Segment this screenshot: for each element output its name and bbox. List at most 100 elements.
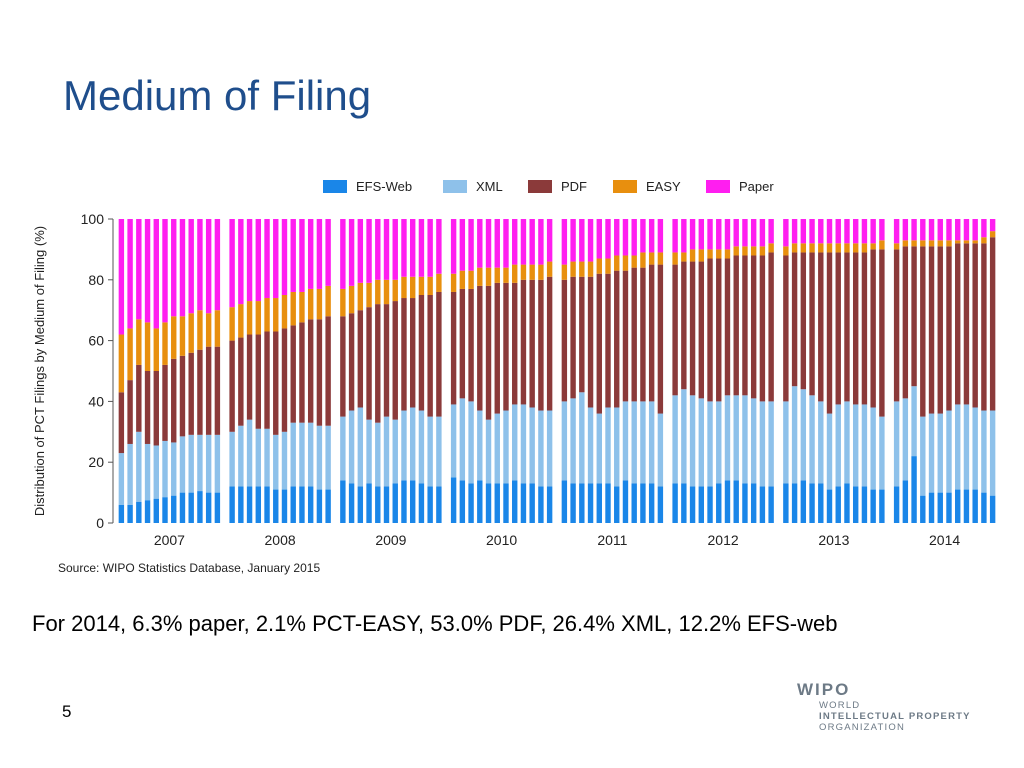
bar-segment-efs-web (579, 483, 585, 523)
bar-segment-paper (826, 219, 833, 244)
bar-segment-pdf (561, 279, 568, 402)
bar-segment-pdf (596, 273, 602, 414)
bar-segment-efs-web (392, 483, 398, 523)
bar-segment-pdf (893, 249, 900, 402)
bar-segment-efs-web (459, 480, 466, 523)
bar-segment-xml (605, 407, 611, 484)
y-tick-label: 80 (88, 272, 104, 288)
bar-segment-xml (893, 401, 900, 487)
bar-segment-efs-web (281, 489, 288, 523)
y-tick-label: 0 (96, 515, 104, 531)
bar-segment-paper (503, 219, 509, 268)
bar-segment-paper (450, 219, 457, 274)
bar-segment-pdf (118, 392, 125, 454)
bar-segment-pdf (724, 258, 731, 396)
bar-segment-paper (144, 219, 151, 323)
bar-segment-easy (307, 288, 314, 320)
bar-segment-pdf (214, 346, 221, 435)
bar-segment-easy (742, 246, 748, 256)
bar-segment-xml (512, 404, 518, 481)
bar-segment-xml (707, 401, 713, 487)
bar-segment-paper (325, 219, 331, 286)
bar-segment-paper (136, 219, 142, 320)
bar-segment-paper (418, 219, 425, 277)
bar-segment-easy (503, 267, 509, 283)
bar-segment-efs-web (427, 486, 433, 523)
bar-segment-easy (529, 264, 535, 280)
bar-segment-xml (316, 425, 323, 490)
bar-segment-pdf (273, 331, 279, 435)
bar-segment-efs-web (783, 483, 789, 523)
bar-segment-pdf (427, 295, 433, 417)
bar-segment-xml (587, 407, 594, 484)
bar-segment-paper (538, 219, 544, 265)
bar-segment-efs-web (299, 486, 305, 523)
bar-segment-pdf (861, 252, 868, 405)
bar-segment-pdf (281, 328, 288, 432)
bar-segment-efs-web (450, 477, 457, 523)
bar-segment-efs-web (561, 480, 568, 523)
bar-segment-easy (759, 246, 766, 256)
bar-segment-xml (742, 395, 748, 484)
bar-segment-easy (707, 249, 713, 259)
bar-segment-pdf (299, 322, 305, 423)
bar-segment-xml (844, 401, 850, 484)
bar-segment-efs-web (587, 483, 594, 523)
bar-segment-pdf (529, 279, 535, 408)
bar-segment-pdf (375, 304, 381, 423)
bar-segment-efs-web (631, 483, 637, 523)
bar-segment-xml (640, 401, 646, 484)
bar-segment-xml (698, 398, 705, 487)
bar-segment-pdf (716, 258, 722, 402)
bar-segment-efs-web (307, 486, 314, 523)
bar-segment-paper (657, 219, 664, 253)
bar-segment-efs-web (648, 483, 655, 523)
x-tick-label: 2007 (154, 532, 185, 548)
bar-segment-efs-web (357, 486, 364, 523)
bar-segment-easy (127, 328, 133, 381)
x-tick-label: 2008 (265, 532, 296, 548)
bar-segment-pdf (879, 249, 885, 417)
bar-segment-paper (928, 219, 935, 241)
legend-swatch-paper (706, 180, 730, 193)
bar-segment-efs-web (681, 483, 687, 523)
bar-segment-easy (672, 252, 678, 265)
bar-segment-paper (299, 219, 305, 292)
bar-segment-paper (340, 219, 346, 289)
bar-segment-efs-web (879, 489, 885, 523)
y-axis-label: Distribution of PCT Filings by Medium of… (32, 226, 47, 516)
bar-segment-paper (672, 219, 678, 253)
bar-segment-easy (238, 304, 244, 338)
bar-segment-paper (587, 219, 594, 262)
bar-segment-efs-web (911, 456, 917, 523)
bar-segment-efs-web (179, 492, 186, 523)
bar-segment-xml (392, 419, 398, 484)
bar-segment-xml (118, 453, 125, 505)
bar-segment-xml (205, 434, 212, 493)
bar-segment-easy (902, 240, 909, 247)
bar-segment-paper (520, 219, 527, 265)
bar-segment-pdf (477, 285, 483, 411)
bar-segment-xml (273, 434, 279, 490)
bar-segment-xml (418, 410, 425, 484)
bar-segment-efs-web (852, 486, 859, 523)
bar-segment-efs-web (229, 486, 235, 523)
bar-segment-easy (255, 301, 262, 335)
bar-segment-easy (640, 252, 646, 268)
bar-segment-pdf (546, 276, 553, 411)
bar-segment-pdf (436, 291, 442, 417)
bar-segment-paper (893, 219, 900, 244)
bar-segment-pdf (325, 316, 331, 426)
bar-segment-easy (205, 313, 212, 347)
page-number: 5 (62, 702, 72, 721)
bar-segment-easy (325, 285, 331, 317)
bar-segment-easy (622, 255, 629, 271)
bar-segment-pdf (963, 243, 970, 405)
bar-segment-xml (783, 401, 789, 484)
bar-segment-paper (870, 219, 876, 244)
bar-segment-pdf (622, 270, 629, 402)
bar-segment-xml (136, 431, 142, 502)
bar-segment-xml (494, 413, 500, 484)
bar-segment-easy (631, 255, 637, 268)
bar-segment-paper (392, 219, 398, 280)
